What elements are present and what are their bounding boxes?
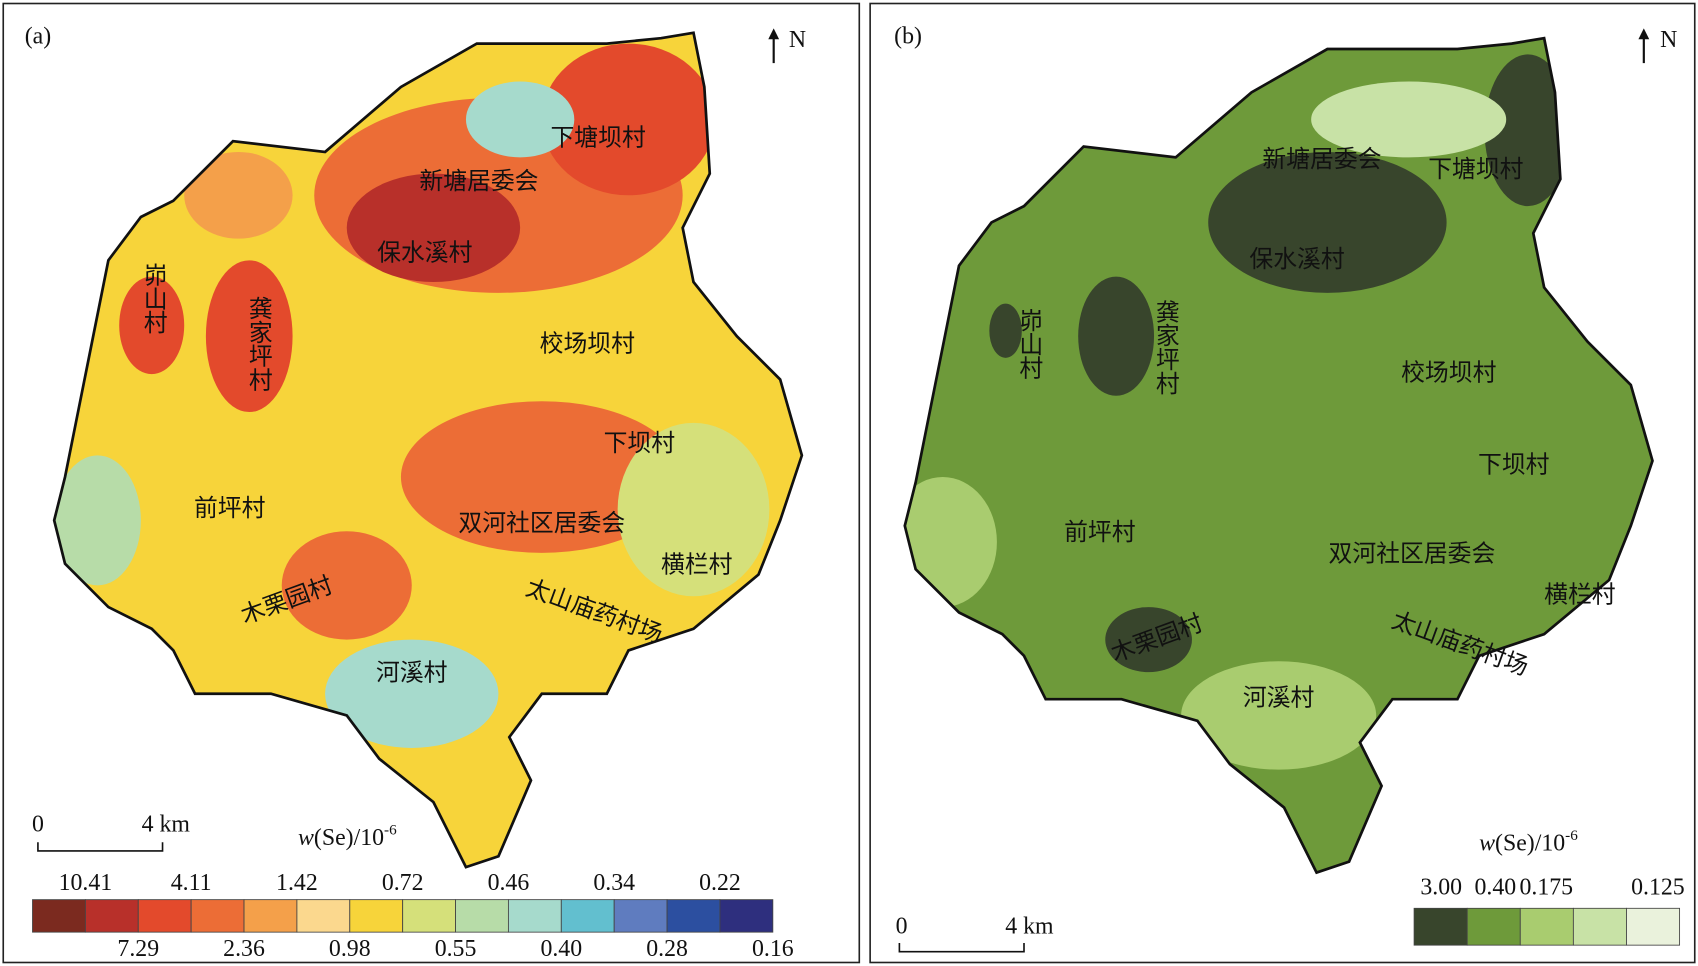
legend-swatch: [32, 899, 86, 933]
north-arrowhead: [1638, 28, 1650, 40]
scale-label: 0: [896, 913, 908, 939]
legend-swatch: [507, 899, 562, 933]
legend-title-var: w: [298, 826, 314, 852]
panel-frame: [2, 2, 861, 964]
village-label: 河溪村: [1243, 684, 1315, 712]
legend-label: 7.29: [117, 936, 159, 962]
village-label: 下塘坝村: [1428, 155, 1523, 183]
legend-swatch: [243, 899, 298, 933]
legend-swatch: [84, 899, 139, 933]
legend-swatch: [719, 899, 774, 933]
panel-label: (b): [894, 24, 922, 50]
legend-label: 0.46: [488, 870, 530, 896]
village-label: 保水溪村: [377, 238, 472, 266]
legend-label: 0.175: [1519, 874, 1573, 900]
legend-swatch: [1413, 907, 1468, 946]
village-label: 前坪村: [194, 494, 266, 522]
village-label: 下坝村: [1478, 451, 1550, 479]
legend-swatch: [1519, 907, 1574, 946]
scale-label: 0: [32, 811, 44, 837]
village-label: 前坪村: [1064, 518, 1136, 546]
legend-label: 2.36: [223, 936, 265, 962]
legend-swatch: [1626, 907, 1681, 946]
legend-label: 0.40: [1475, 874, 1517, 900]
legend-label: 0.22: [699, 870, 741, 896]
north-arrowhead: [768, 28, 780, 40]
village-label: 峁山村: [1015, 308, 1043, 380]
legend-swatch: [1572, 907, 1627, 946]
legend-title-unit: (Se)/10: [314, 826, 384, 852]
village-label: 峁山村: [139, 262, 167, 334]
legend-title-exp: -6: [384, 822, 397, 839]
legend-swatch: [1466, 907, 1521, 946]
village-label: 双河社区居委会: [1329, 540, 1496, 568]
scale-bar: [37, 842, 164, 852]
legend-label: 10.41: [59, 870, 113, 896]
village-label: 河溪村: [376, 659, 448, 687]
legend-swatch: [613, 899, 668, 933]
legend-label: 0.34: [593, 870, 635, 896]
north-label: N: [789, 27, 806, 53]
legend-label: 4.11: [171, 870, 212, 896]
legend-title-var: w: [1479, 831, 1495, 857]
legend-label: 0.125: [1631, 874, 1685, 900]
legend-swatch: [190, 899, 245, 933]
legend-label: 0.55: [435, 936, 477, 962]
village-label: 横栏村: [661, 550, 733, 578]
legend-title-unit: (Se)/10: [1495, 831, 1565, 857]
legend-label: 0.16: [752, 936, 794, 962]
legend-swatch: [296, 899, 351, 933]
legend-title: w(Se)/10-6: [298, 822, 397, 852]
village-label: 下坝村: [604, 429, 676, 457]
village-label: 校场坝村: [1401, 359, 1496, 387]
village-label: 龚家坪村: [244, 296, 272, 391]
legend-label: 0.28: [646, 936, 688, 962]
north-label: N: [1660, 27, 1677, 53]
village-label: 新塘居委会: [1262, 145, 1381, 173]
legend-swatch: [455, 899, 509, 933]
legend-label: 0.72: [382, 870, 424, 896]
legend-swatch: [560, 899, 615, 933]
legend-label: 1.42: [276, 870, 318, 896]
legend-title-exp: -6: [1565, 827, 1578, 844]
panel-frame: [869, 2, 1696, 964]
map-a: [54, 32, 802, 868]
legend-swatch: [137, 899, 192, 933]
village-label: 横栏村: [1544, 581, 1616, 609]
panel-label: (a): [25, 24, 51, 50]
scale-bar: [898, 942, 1025, 953]
legend-label: 0.40: [540, 936, 582, 962]
scale-label: 4 km: [142, 811, 191, 837]
village-label: 龚家坪村: [1151, 299, 1179, 394]
village-label: 新塘居委会: [419, 167, 538, 195]
legend-label: 3.00: [1420, 874, 1462, 900]
legend-swatch: [666, 899, 721, 933]
scale-label: 4 km: [1005, 913, 1054, 939]
legend-swatch: [349, 899, 404, 933]
village-label: 保水溪村: [1249, 245, 1344, 273]
village-label: 双河社区居委会: [458, 509, 625, 537]
village-label: 校场坝村: [540, 329, 635, 357]
legend-label: 0.98: [329, 936, 371, 962]
legend-swatch: [402, 899, 456, 933]
legend-title: w(Se)/10-6: [1479, 827, 1578, 857]
village-label: 下塘坝村: [550, 123, 645, 151]
